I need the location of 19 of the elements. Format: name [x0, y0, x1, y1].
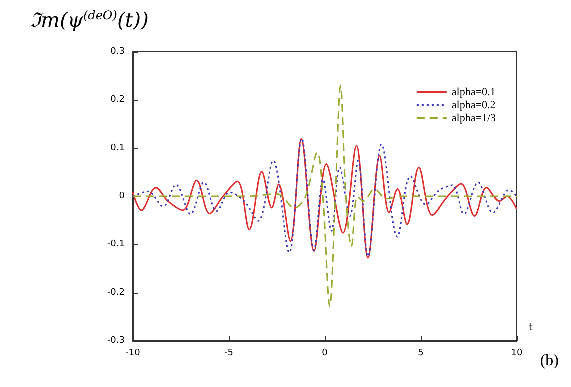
- legend-label: alpha=0.1: [452, 86, 496, 98]
- x-tick-label: 5: [418, 348, 424, 358]
- x-tick-label: -5: [224, 348, 234, 358]
- x-axis-title: t: [529, 322, 533, 334]
- y-tick-label: 0.1: [110, 143, 125, 154]
- y-tick-label: -0.2: [107, 288, 125, 298]
- x-tick-label: -10: [126, 348, 141, 358]
- text: (b): [540, 352, 559, 370]
- chart-title: ℑm(ψ$^{(deO)}$(t)): [30, 7, 149, 33]
- y-tick-label: 0: [119, 192, 126, 202]
- x-tick-label: 0: [322, 348, 328, 358]
- y-tick-label: -0.3: [107, 336, 125, 346]
- legend-label: alpha=1/3: [452, 112, 496, 124]
- legend-label: alpha=0.2: [452, 100, 496, 112]
- line-series: [132, 84, 518, 308]
- x-tick-label: 10: [511, 348, 523, 358]
- y-tick-label: 0.3: [110, 47, 125, 57]
- y-tick-label: -0.1: [107, 240, 125, 250]
- y-tick-label: 0.2: [110, 95, 125, 106]
